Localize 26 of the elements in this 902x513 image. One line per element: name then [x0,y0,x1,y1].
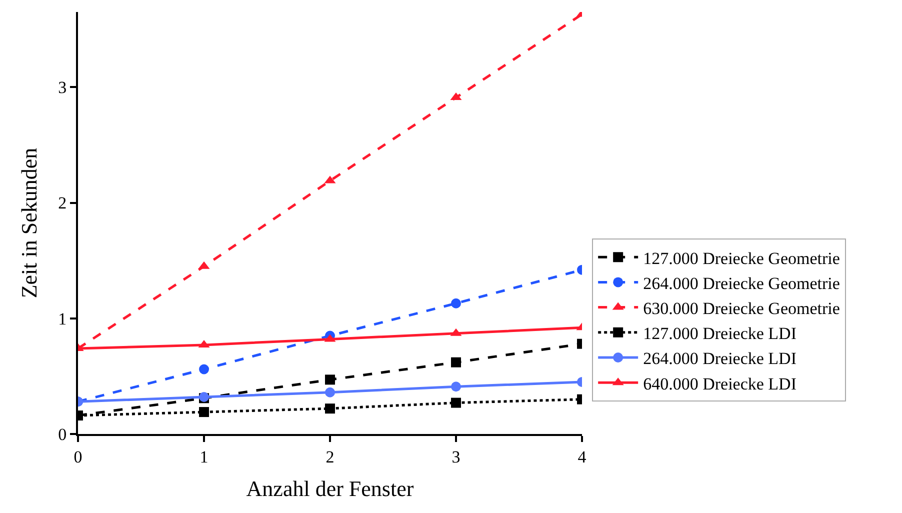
point [325,404,335,414]
point [325,387,335,398]
x-tick-label: 1 [200,447,208,466]
x-tick-label: 0 [74,447,82,466]
legend-label: 640.000 Dreiecke LDI [643,374,797,394]
point [325,374,335,385]
legend-label: 264.000 Dreiecke Geometrie [643,274,840,293]
x-tick-label: 4 [578,447,587,466]
y-tick-label: 0 [58,424,67,444]
point [451,357,461,368]
legend-label: 264.000 Dreiecke LDI [643,349,797,368]
y-tick-label: 1 [58,309,67,328]
y-axis-title: Zeit in Sekunden [16,148,42,298]
x-tick-label: 2 [326,447,334,466]
y-tick-label: 3 [58,78,67,98]
point [199,407,209,418]
legend-label: 127.000 Dreiecke Geometrie [643,248,840,268]
point [451,398,461,408]
legend-label: 630.000 Dreiecke Geometrie [643,298,840,318]
x-axis-title: Anzahl der Fenster [246,476,414,501]
point [451,382,461,392]
legend-label: 127.000 Dreiecke LDI [643,324,797,344]
x-tick-label: 3 [452,447,460,466]
point [451,298,461,308]
point [199,364,209,374]
y-tick-label: 2 [58,194,67,213]
